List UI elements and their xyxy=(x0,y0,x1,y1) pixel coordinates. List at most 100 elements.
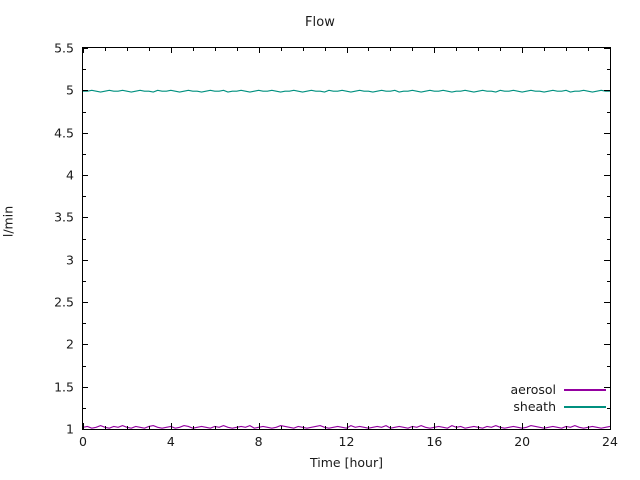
x-tick-bottom xyxy=(434,423,436,429)
y-tick-left xyxy=(82,407,86,409)
x-axis-label: Time [hour] xyxy=(310,455,383,470)
series-line-sheath xyxy=(83,90,610,92)
y-tick-label: 3.5 xyxy=(54,209,74,225)
legend-entry-sheath: sheath xyxy=(470,398,606,415)
x-tick-bottom xyxy=(126,425,128,429)
x-tick-top xyxy=(522,47,524,53)
y-tick-right xyxy=(606,196,610,198)
x-tick-bottom xyxy=(104,425,106,429)
x-tick-top xyxy=(126,47,128,51)
y-tick-right xyxy=(604,344,610,346)
y-tick-left xyxy=(82,259,88,261)
x-tick-top xyxy=(346,47,348,53)
x-tick-bottom xyxy=(83,423,84,429)
x-tick-bottom xyxy=(170,423,172,429)
x-tick-label: 16 xyxy=(426,434,443,449)
x-tick-bottom xyxy=(214,425,216,429)
x-tick-top xyxy=(214,47,216,51)
y-tick-right xyxy=(606,111,610,113)
x-tick-top xyxy=(434,47,436,53)
x-tick-top xyxy=(390,47,392,51)
x-tick-top xyxy=(324,47,326,51)
x-tick-top xyxy=(302,47,304,51)
x-tick-label: 12 xyxy=(338,434,355,449)
x-tick-top xyxy=(170,47,172,53)
x-tick-label: 0 xyxy=(79,434,87,449)
y-tick-right xyxy=(606,365,610,367)
x-tick-bottom xyxy=(478,425,480,429)
y-tick-label: 1 xyxy=(66,421,74,437)
y-tick-right xyxy=(604,386,610,388)
y-tick-left xyxy=(82,344,88,346)
y-tick-right xyxy=(604,175,610,176)
x-tick-label: 4 xyxy=(166,434,175,449)
x-tick-bottom xyxy=(456,425,458,429)
x-tick-bottom xyxy=(148,425,150,429)
x-tick-label: 8 xyxy=(254,434,263,449)
y-tick-left xyxy=(82,238,86,240)
y-tick-left xyxy=(82,111,86,113)
y-tick-left xyxy=(82,302,88,303)
y-tick-right xyxy=(606,238,610,240)
x-tick-bottom xyxy=(544,425,546,429)
x-tick-bottom xyxy=(302,425,304,429)
plot-area xyxy=(82,47,611,430)
chart-title: Flow xyxy=(304,15,336,30)
y-tick-label: 5.5 xyxy=(54,40,74,56)
y-tick-label: 2 xyxy=(66,336,74,352)
x-tick-top xyxy=(192,47,194,51)
y-tick-left xyxy=(82,365,86,367)
x-tick-top xyxy=(236,47,238,51)
legend-entry-aerosol: aerosol xyxy=(470,381,606,398)
x-tick-bottom xyxy=(522,423,524,429)
y-tick-right xyxy=(604,259,610,261)
y-tick-left xyxy=(82,280,86,282)
x-tick-top xyxy=(500,47,502,51)
x-tick-bottom xyxy=(280,425,282,429)
x-tick-bottom xyxy=(412,425,414,429)
x-tick-bottom xyxy=(566,425,568,429)
y-tick-label: 5 xyxy=(66,82,74,98)
x-tick-top xyxy=(280,47,282,51)
x-tick-top xyxy=(104,47,106,51)
legend-swatch xyxy=(564,388,606,391)
y-tick-label: 4.5 xyxy=(54,125,74,141)
x-tick-top xyxy=(258,47,260,53)
x-tick-top xyxy=(478,47,480,51)
legend-label: aerosol xyxy=(510,382,557,397)
x-tick-bottom xyxy=(368,425,370,429)
x-tick-top xyxy=(610,47,611,53)
legend-label: sheath xyxy=(513,399,556,414)
legend-swatch xyxy=(564,405,606,408)
x-tick-bottom xyxy=(500,425,502,429)
x-tick-bottom xyxy=(346,423,348,429)
chart-legend: aerosol sheath xyxy=(470,381,606,415)
x-tick-bottom xyxy=(610,423,611,429)
x-tick-top xyxy=(588,47,590,51)
x-tick-top xyxy=(148,47,150,51)
y-tick-label: 4 xyxy=(66,167,74,183)
x-tick-top xyxy=(456,47,458,51)
x-tick-top xyxy=(368,47,370,51)
y-tick-left xyxy=(82,132,88,134)
x-tick-bottom xyxy=(258,423,260,429)
x-tick-bottom xyxy=(324,425,326,429)
y-tick-label: 3 xyxy=(66,252,74,268)
y-tick-left xyxy=(82,429,88,430)
y-tick-left xyxy=(82,90,88,92)
plot-lines xyxy=(83,48,610,429)
y-tick-right xyxy=(606,153,610,155)
y-tick-left xyxy=(82,175,88,176)
x-tick-bottom xyxy=(588,425,590,429)
y-tick-left xyxy=(82,48,88,49)
x-tick-top xyxy=(566,47,568,51)
y-tick-label: 1.5 xyxy=(54,379,74,395)
y-tick-right xyxy=(604,217,610,219)
y-tick-right xyxy=(604,48,610,49)
y-tick-right xyxy=(604,90,610,92)
y-axis-label: l/min xyxy=(0,205,16,238)
y-tick-left xyxy=(82,217,88,219)
x-tick-top xyxy=(412,47,414,51)
y-tick-right xyxy=(606,323,610,325)
